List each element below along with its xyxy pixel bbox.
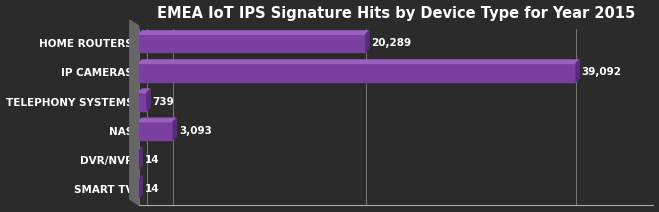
- Text: 3,093: 3,093: [179, 126, 212, 136]
- Polygon shape: [130, 20, 139, 205]
- Text: 39,092: 39,092: [582, 67, 621, 77]
- Polygon shape: [173, 118, 177, 140]
- Text: 20,289: 20,289: [372, 38, 411, 48]
- Polygon shape: [139, 147, 142, 169]
- Polygon shape: [139, 118, 177, 122]
- Text: 14: 14: [144, 155, 159, 165]
- Text: 14: 14: [144, 184, 159, 194]
- Polygon shape: [147, 89, 150, 111]
- Title: EMEA IoT IPS Signature Hits by Device Type for Year 2015: EMEA IoT IPS Signature Hits by Device Ty…: [157, 6, 635, 21]
- Polygon shape: [139, 31, 369, 34]
- Bar: [139, 122, 173, 140]
- Polygon shape: [139, 147, 142, 151]
- Polygon shape: [139, 89, 150, 93]
- Bar: [139, 34, 366, 52]
- Polygon shape: [139, 176, 142, 180]
- Bar: [139, 63, 576, 81]
- Text: 739: 739: [153, 97, 175, 107]
- Polygon shape: [366, 31, 369, 52]
- Polygon shape: [139, 60, 579, 63]
- Bar: [139, 93, 147, 111]
- Polygon shape: [576, 60, 579, 81]
- Polygon shape: [139, 176, 142, 198]
